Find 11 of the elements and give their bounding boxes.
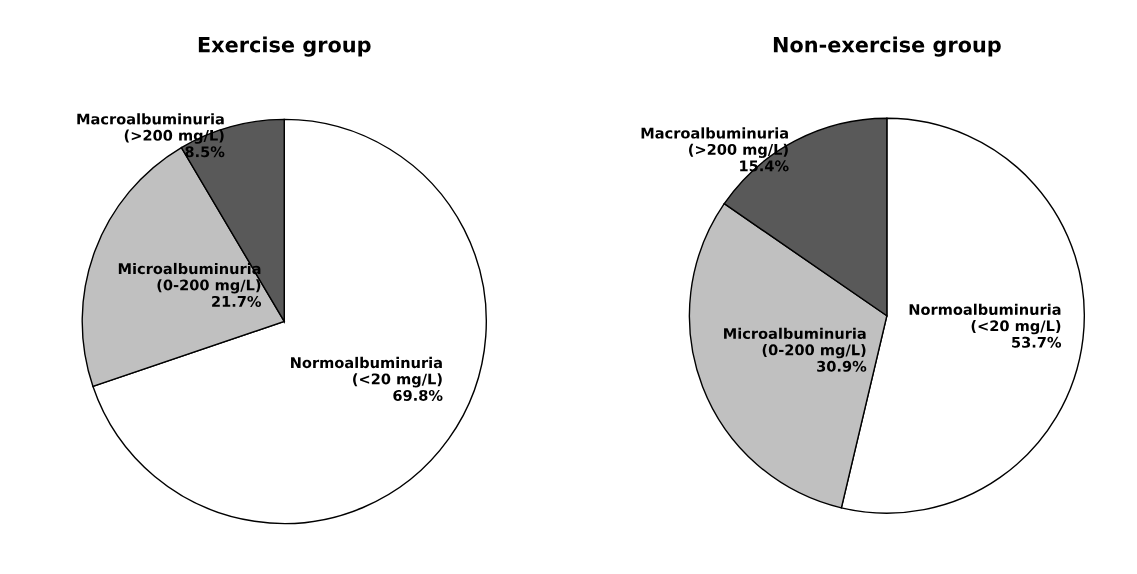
slice-label: Macroalbuminuria (>200 mg/L): [77, 113, 224, 144]
data-label: 30.9%: [817, 360, 867, 372]
data-label: 53.7%: [1012, 336, 1062, 348]
slice-label: Microalbuminuria (0-200 mg/L): [724, 327, 866, 359]
slice-label: Normoalbuminuria (<20 mg/L): [909, 303, 1061, 335]
chart-title: Non-exercise group: [773, 36, 1001, 57]
data-label: 69.8%: [393, 389, 443, 401]
chart-title: Exercise group: [198, 36, 371, 57]
data-label: 8.5%: [185, 146, 225, 158]
data-label: 21.7%: [212, 295, 262, 307]
slice-label: Normoalbuminuria (<20 mg/L): [291, 356, 442, 388]
